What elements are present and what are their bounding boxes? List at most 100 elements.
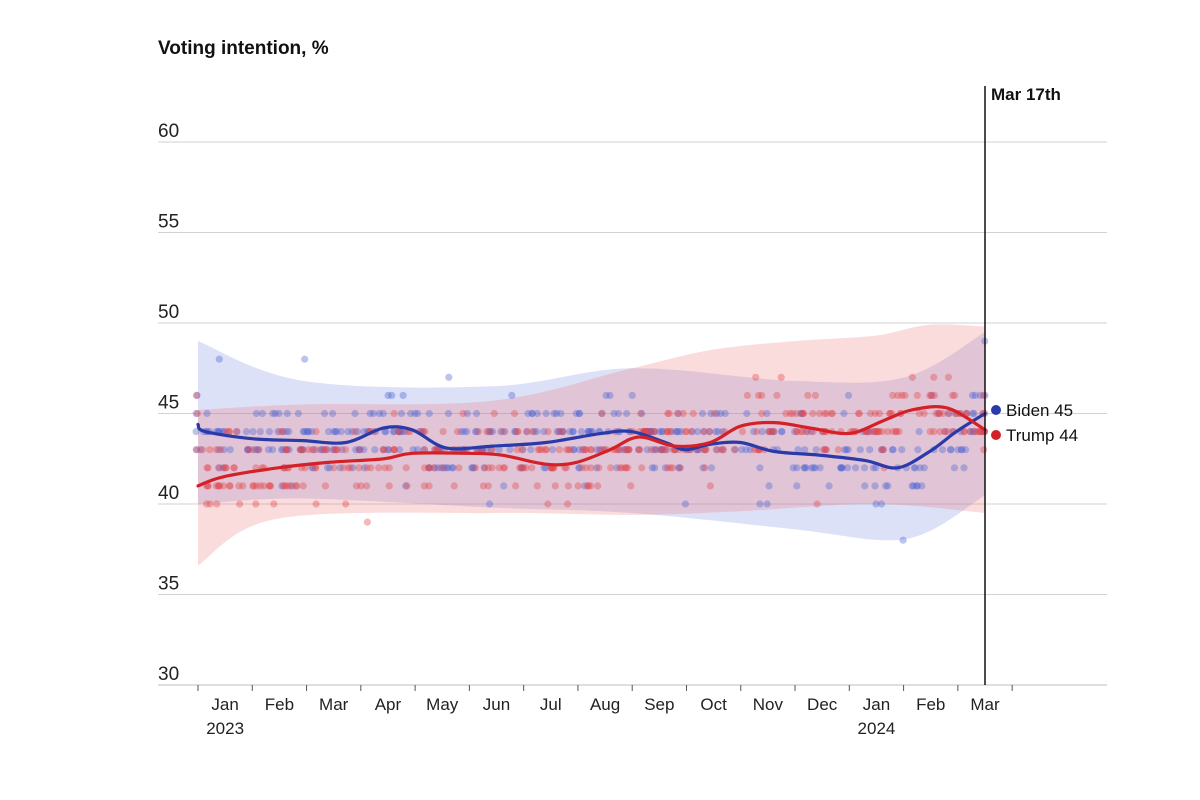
- poll-dot-trump: [281, 482, 289, 490]
- poll-dot-biden: [555, 428, 563, 436]
- poll-dot-trump: [375, 464, 383, 472]
- poll-dot-biden: [866, 446, 874, 454]
- poll-dot-trump: [355, 464, 363, 472]
- poll-dot-biden: [540, 464, 548, 472]
- poll-dot-trump: [935, 409, 943, 418]
- poll-dot-biden: [323, 464, 332, 472]
- poll-dot-biden: [877, 500, 886, 508]
- poll-dot-biden: [916, 464, 924, 472]
- poll-dot-trump: [230, 464, 238, 472]
- poll-dot-biden: [542, 409, 550, 418]
- poll-dot-trump: [658, 446, 666, 454]
- poll-dot-trump: [425, 464, 433, 472]
- confidence-band-trump: [198, 324, 985, 566]
- poll-dot-trump: [235, 482, 243, 490]
- poll-dot-trump: [421, 464, 429, 472]
- poll-dot-biden: [841, 446, 849, 454]
- poll-dot-biden: [793, 464, 801, 472]
- poll-dot-trump: [551, 482, 559, 490]
- poll-dot-biden: [961, 446, 970, 454]
- poll-dot-biden: [915, 428, 923, 436]
- poll-dot-trump: [765, 428, 773, 436]
- poll-dot-trump: [536, 446, 544, 454]
- poll-dot-biden: [658, 428, 666, 436]
- poll-dot-biden: [882, 482, 890, 490]
- poll-dot-biden: [765, 482, 773, 490]
- poll-dot-biden: [812, 446, 820, 454]
- poll-dot-trump: [395, 428, 403, 436]
- poll-dot-biden: [414, 409, 422, 418]
- poll-dot-trump: [564, 500, 572, 508]
- poll-dot-trump: [712, 446, 720, 454]
- poll-dot-trump: [870, 428, 878, 436]
- poll-dot-biden: [580, 446, 588, 454]
- poll-dot-trump: [510, 409, 519, 418]
- poll-dot-trump: [971, 428, 979, 436]
- poll-dot-biden: [808, 464, 816, 472]
- poll-dot-biden: [332, 428, 340, 436]
- poll-dot-biden: [871, 482, 879, 490]
- poll-dot-biden: [379, 446, 388, 454]
- poll-dot-biden: [714, 428, 722, 436]
- poll-dot-biden: [300, 428, 308, 436]
- poll-dot-biden: [593, 446, 601, 454]
- poll-dot-biden: [958, 446, 966, 454]
- poll-dot-trump: [960, 428, 968, 436]
- poll-dot-trump: [827, 409, 835, 418]
- poll-dot-trump: [351, 428, 359, 436]
- poll-dot-trump: [898, 391, 906, 399]
- x-tick-label-aug: Aug: [590, 695, 620, 714]
- poll-dot-trump: [528, 464, 536, 472]
- poll-dot-biden: [860, 464, 869, 472]
- poll-dot-biden: [768, 428, 777, 436]
- poll-dot-trump: [474, 428, 483, 436]
- poll-dot-trump: [215, 482, 224, 490]
- poll-dot-trump: [514, 428, 522, 436]
- poll-dot-biden: [707, 409, 715, 418]
- poll-dot-trump: [638, 464, 646, 472]
- poll-dot-trump: [330, 464, 338, 472]
- poll-dot-trump: [701, 446, 709, 454]
- poll-dot-biden: [765, 428, 773, 436]
- poll-dot-trump: [206, 500, 214, 508]
- poll-dot-trump: [797, 428, 805, 436]
- poll-dot-trump: [894, 391, 902, 399]
- poll-dot-biden: [527, 446, 535, 454]
- poll-dot-biden: [279, 428, 287, 436]
- poll-dot-trump: [578, 464, 586, 472]
- poll-dot-biden: [746, 446, 755, 454]
- poll-dot-trump: [667, 428, 675, 436]
- poll-dot-trump: [766, 428, 774, 436]
- poll-dot-trump: [282, 446, 290, 454]
- poll-dot-trump: [643, 428, 651, 436]
- poll-dot-trump: [931, 391, 939, 399]
- poll-dot-biden: [382, 428, 390, 436]
- poll-dot-biden: [616, 446, 624, 454]
- x-year-label-2024: 2024: [858, 719, 896, 738]
- poll-dot-biden: [559, 428, 567, 436]
- poll-dot-biden: [486, 428, 494, 436]
- poll-dot-biden: [801, 464, 809, 472]
- poll-dot-biden: [384, 446, 392, 454]
- poll-dot-trump: [868, 428, 876, 436]
- poll-dot-trump: [308, 446, 316, 454]
- trend-lines: [196, 405, 987, 488]
- poll-dot-biden: [598, 409, 606, 418]
- poll-dot-biden: [256, 428, 264, 436]
- poll-dot-trump: [624, 464, 632, 472]
- poll-dot-biden: [613, 464, 621, 472]
- poll-dot-biden: [299, 446, 307, 454]
- poll-dot-trump: [579, 446, 587, 454]
- poll-dot-biden: [336, 464, 344, 472]
- poll-dot-biden: [268, 446, 277, 454]
- poll-dot-trump: [232, 428, 241, 436]
- poll-dot-biden: [661, 464, 670, 472]
- poll-dot-biden: [196, 446, 205, 454]
- poll-dot-trump: [700, 446, 708, 454]
- poll-dot-biden: [651, 464, 659, 472]
- poll-dot-biden: [944, 409, 953, 418]
- poll-dot-biden: [344, 428, 352, 436]
- poll-dot-biden: [558, 428, 566, 436]
- poll-dot-trump: [676, 464, 684, 472]
- poll-dot-trump: [820, 409, 829, 418]
